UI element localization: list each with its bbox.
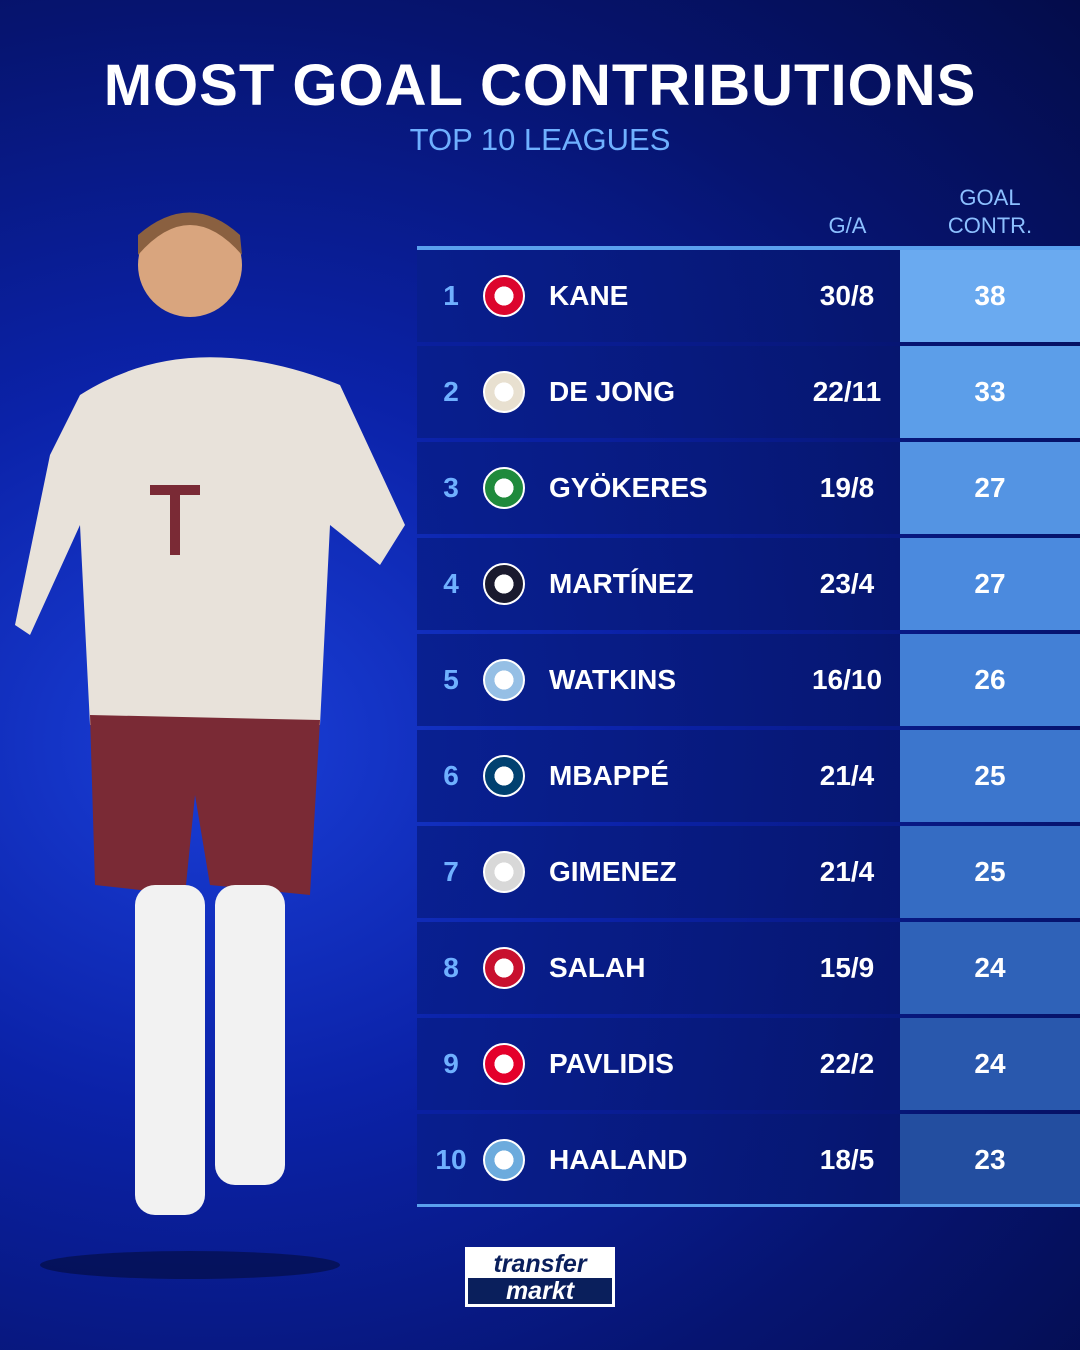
- table-bottom-divider: [417, 1204, 1080, 1207]
- table-row: 1 KANE 30/8 38: [417, 250, 1080, 342]
- goals-assists: 23/4: [819, 568, 875, 599]
- goal-contributions: 27: [900, 538, 1080, 630]
- club-crest-icon: [483, 563, 525, 605]
- rank: 1: [443, 280, 459, 311]
- page-subtitle: TOP 10 LEAGUES: [409, 122, 671, 157]
- goal-contributions: 23: [900, 1114, 1080, 1206]
- player-name: GYÖKERES: [549, 472, 708, 503]
- club-crest-icon: [483, 1043, 525, 1085]
- rank: 10: [435, 1144, 467, 1175]
- club-crest-icon: [483, 659, 525, 701]
- club-crest-icon: [483, 275, 525, 317]
- player-name: WATKINS: [549, 664, 677, 695]
- rank: 3: [443, 472, 459, 503]
- goals-assists: 21/4: [819, 760, 875, 791]
- goal-contributions: 38: [900, 250, 1080, 342]
- rank: 9: [443, 1048, 459, 1079]
- rank: 8: [443, 952, 459, 983]
- goals-assists: 22/11: [812, 376, 882, 407]
- goal-contributions: 24: [900, 922, 1080, 1014]
- rank: 6: [443, 760, 459, 791]
- table-top-divider: [417, 246, 1080, 250]
- table-row: 6 MBAPPÉ 21/4 25: [417, 730, 1080, 822]
- player-name: MARTÍNEZ: [549, 568, 694, 599]
- club-crest-icon: [483, 851, 525, 893]
- player-name: GIMENEZ: [549, 856, 677, 887]
- goals-assists: 22/2: [819, 1048, 875, 1079]
- club-crest-icon: [483, 755, 525, 797]
- column-header-ga: G/A: [828, 213, 867, 238]
- rank: 5: [443, 664, 459, 695]
- goal-contributions: 24: [900, 1018, 1080, 1110]
- player-name: SALAH: [549, 952, 646, 983]
- club-crest-icon: [483, 1139, 525, 1181]
- table-row: 2 DE JONG 22/11 33: [417, 346, 1080, 438]
- table-row: 7 GIMENEZ 21/4 25: [417, 826, 1080, 918]
- player-name: KANE: [549, 280, 629, 311]
- column-header-gc-line1: GOAL: [959, 185, 1021, 210]
- logo-line1: transfer: [468, 1250, 612, 1278]
- table-row: 10 HAALAND 18/5 23: [417, 1114, 1080, 1206]
- table-row: 9 PAVLIDIS 22/2 24: [417, 1018, 1080, 1110]
- player-name: HAALAND: [549, 1144, 688, 1175]
- goals-assists: 21/4: [819, 856, 875, 887]
- player-name: PAVLIDIS: [549, 1048, 674, 1079]
- club-crest-icon: [483, 467, 525, 509]
- club-crest-icon: [483, 947, 525, 989]
- goals-assists: 19/8: [819, 472, 875, 503]
- table-row: 4 MARTÍNEZ 23/4 27: [417, 538, 1080, 630]
- goal-contributions: 33: [900, 346, 1080, 438]
- column-header-gc: GOAL CONTR.: [900, 184, 1080, 240]
- goals-assists: 15/9: [819, 952, 875, 983]
- goal-contributions: 25: [900, 826, 1080, 918]
- table-row: 5 WATKINS 16/10 26: [417, 634, 1080, 726]
- player-name: MBAPPÉ: [549, 760, 669, 791]
- logo-line2: markt: [505, 1277, 575, 1305]
- rank: 2: [443, 376, 459, 407]
- goals-assists: 30/8: [819, 280, 875, 311]
- goal-contributions: 25: [900, 730, 1080, 822]
- rank: 7: [443, 856, 459, 887]
- player-name: DE JONG: [549, 376, 676, 407]
- table-row: 8 SALAH 15/9 24: [417, 922, 1080, 1014]
- player-photo: [15, 212, 405, 1279]
- table-row: 3 GYÖKERES 19/8 27: [417, 442, 1080, 534]
- goal-contributions: 26: [900, 634, 1080, 726]
- page-title: MOST GOAL CONTRIBUTIONS: [103, 53, 977, 118]
- goals-assists: 16/10: [811, 664, 883, 695]
- transfermarkt-logo: transfer markt: [465, 1247, 615, 1307]
- column-header-gc-line2: CONTR.: [947, 213, 1033, 238]
- goals-assists: 18/5: [819, 1144, 875, 1175]
- rank: 4: [443, 568, 459, 599]
- goal-contributions: 27: [900, 442, 1080, 534]
- club-crest-icon: [483, 371, 525, 413]
